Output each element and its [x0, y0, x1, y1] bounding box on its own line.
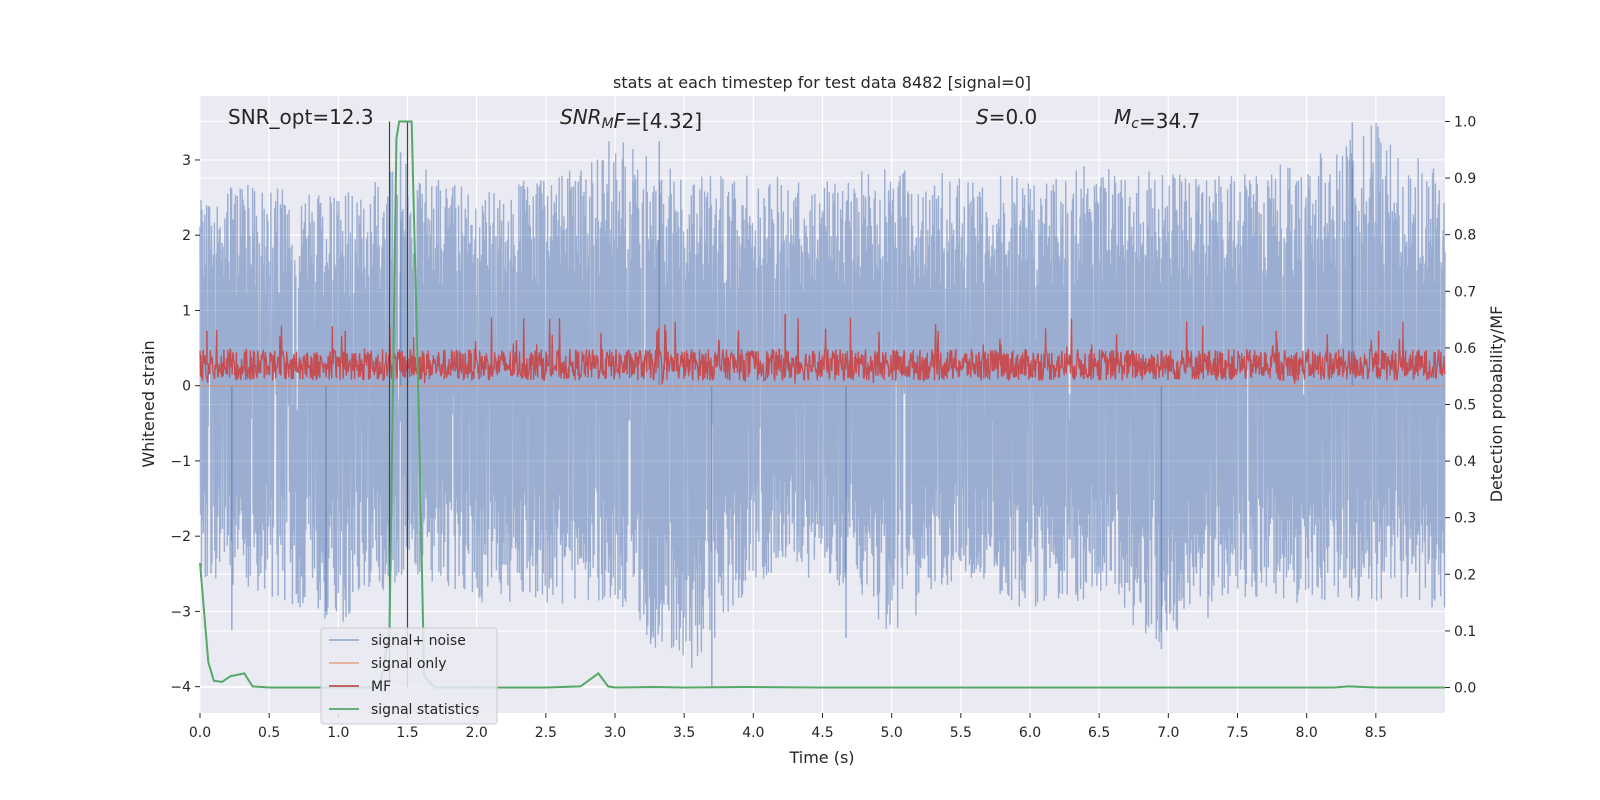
- x-tick-label-7: 3.5: [673, 725, 695, 741]
- annotation-0: SNR_opt=12.3: [228, 105, 374, 129]
- y2-tick-label-2: 0.8: [1454, 228, 1476, 244]
- legend: signal+ noise signal only MF signal stat…: [320, 627, 498, 725]
- x-tick-label-6: 3.0: [604, 725, 626, 741]
- axis-layer: 0.0 0.5 1.0 1.5 2.0 2.5 3.0 3.5 4.0 4.5 5.0 5.5 6.0 6…: [170, 114, 1476, 741]
- legend-label-signal-noise: signal+ noise: [371, 633, 466, 649]
- x-tick-label-14: 7.0: [1157, 725, 1179, 741]
- annotation-3: Mc=34.7: [1114, 105, 1200, 133]
- y2-tick-label-1: 0.9: [1454, 171, 1476, 187]
- x-tick-label-8: 4.0: [742, 725, 764, 741]
- y-axis-title: Whitened strain: [139, 340, 158, 467]
- x-tick-label-16: 8.0: [1296, 725, 1318, 741]
- y-tick-label-0: 3: [182, 153, 191, 169]
- legend-label-mf: MF: [371, 679, 391, 695]
- y2-tick-label-4: 0.6: [1454, 341, 1476, 357]
- y-tick-label-4: −1: [170, 454, 191, 470]
- x-tick-label-15: 7.5: [1226, 725, 1248, 741]
- x-tick-label-11: 5.5: [950, 725, 972, 741]
- x-tick-label-4: 2.0: [466, 725, 488, 741]
- chart-title: stats at each timestep for test data 848…: [613, 73, 1031, 92]
- y2-tick-label-5: 0.5: [1454, 398, 1476, 414]
- y-tick-label-2: 1: [182, 303, 191, 319]
- y2-tick-label-6: 0.4: [1454, 454, 1476, 470]
- x-tick-label-13: 6.5: [1088, 725, 1110, 741]
- data-layer: [199, 120, 1446, 689]
- x-tick-label-0: 0.0: [189, 725, 211, 741]
- annotation-1: SNRMF=[4.32]: [560, 105, 702, 133]
- x-tick-label-17: 8.5: [1365, 725, 1387, 741]
- legend-label-signal-only: signal only: [371, 656, 446, 672]
- legend-label-signal-statistics: signal statistics: [371, 702, 479, 718]
- y2-tick-label-10: 0.0: [1454, 681, 1476, 697]
- annotation-layer: SNR_opt=12.3 SNRMF=[4.32] S=0.0 Mc=34.7: [228, 105, 1200, 133]
- y-tick-label-6: −3: [170, 604, 191, 620]
- y2-tick-label-8: 0.2: [1454, 567, 1476, 583]
- legend-box: [320, 627, 498, 725]
- x-tick-label-9: 4.5: [811, 725, 833, 741]
- y2-tick-label-7: 0.3: [1454, 511, 1476, 527]
- y-tick-label-1: 2: [182, 228, 191, 244]
- y-tick-label-5: −2: [170, 529, 191, 545]
- y2-tick-label-9: 0.1: [1454, 624, 1476, 640]
- y2-tick-label-3: 0.7: [1454, 284, 1476, 300]
- y-tick-label-7: −4: [170, 680, 191, 696]
- x-tick-label-10: 5.0: [881, 725, 903, 741]
- x-tick-label-12: 6.0: [1019, 725, 1041, 741]
- y2-axis-title: Detection probability/MF: [1487, 306, 1506, 503]
- x-tick-label-1: 0.5: [258, 725, 280, 741]
- annotation-2: S=0.0: [976, 105, 1037, 129]
- y-tick-label-3: 0: [182, 379, 191, 395]
- x-tick-label-3: 1.5: [396, 725, 418, 741]
- y2-tick-label-0: 1.0: [1454, 114, 1476, 130]
- x-tick-label-2: 1.0: [327, 725, 349, 741]
- x-tick-label-5: 2.5: [535, 725, 557, 741]
- x-axis-title: Time (s): [788, 748, 854, 767]
